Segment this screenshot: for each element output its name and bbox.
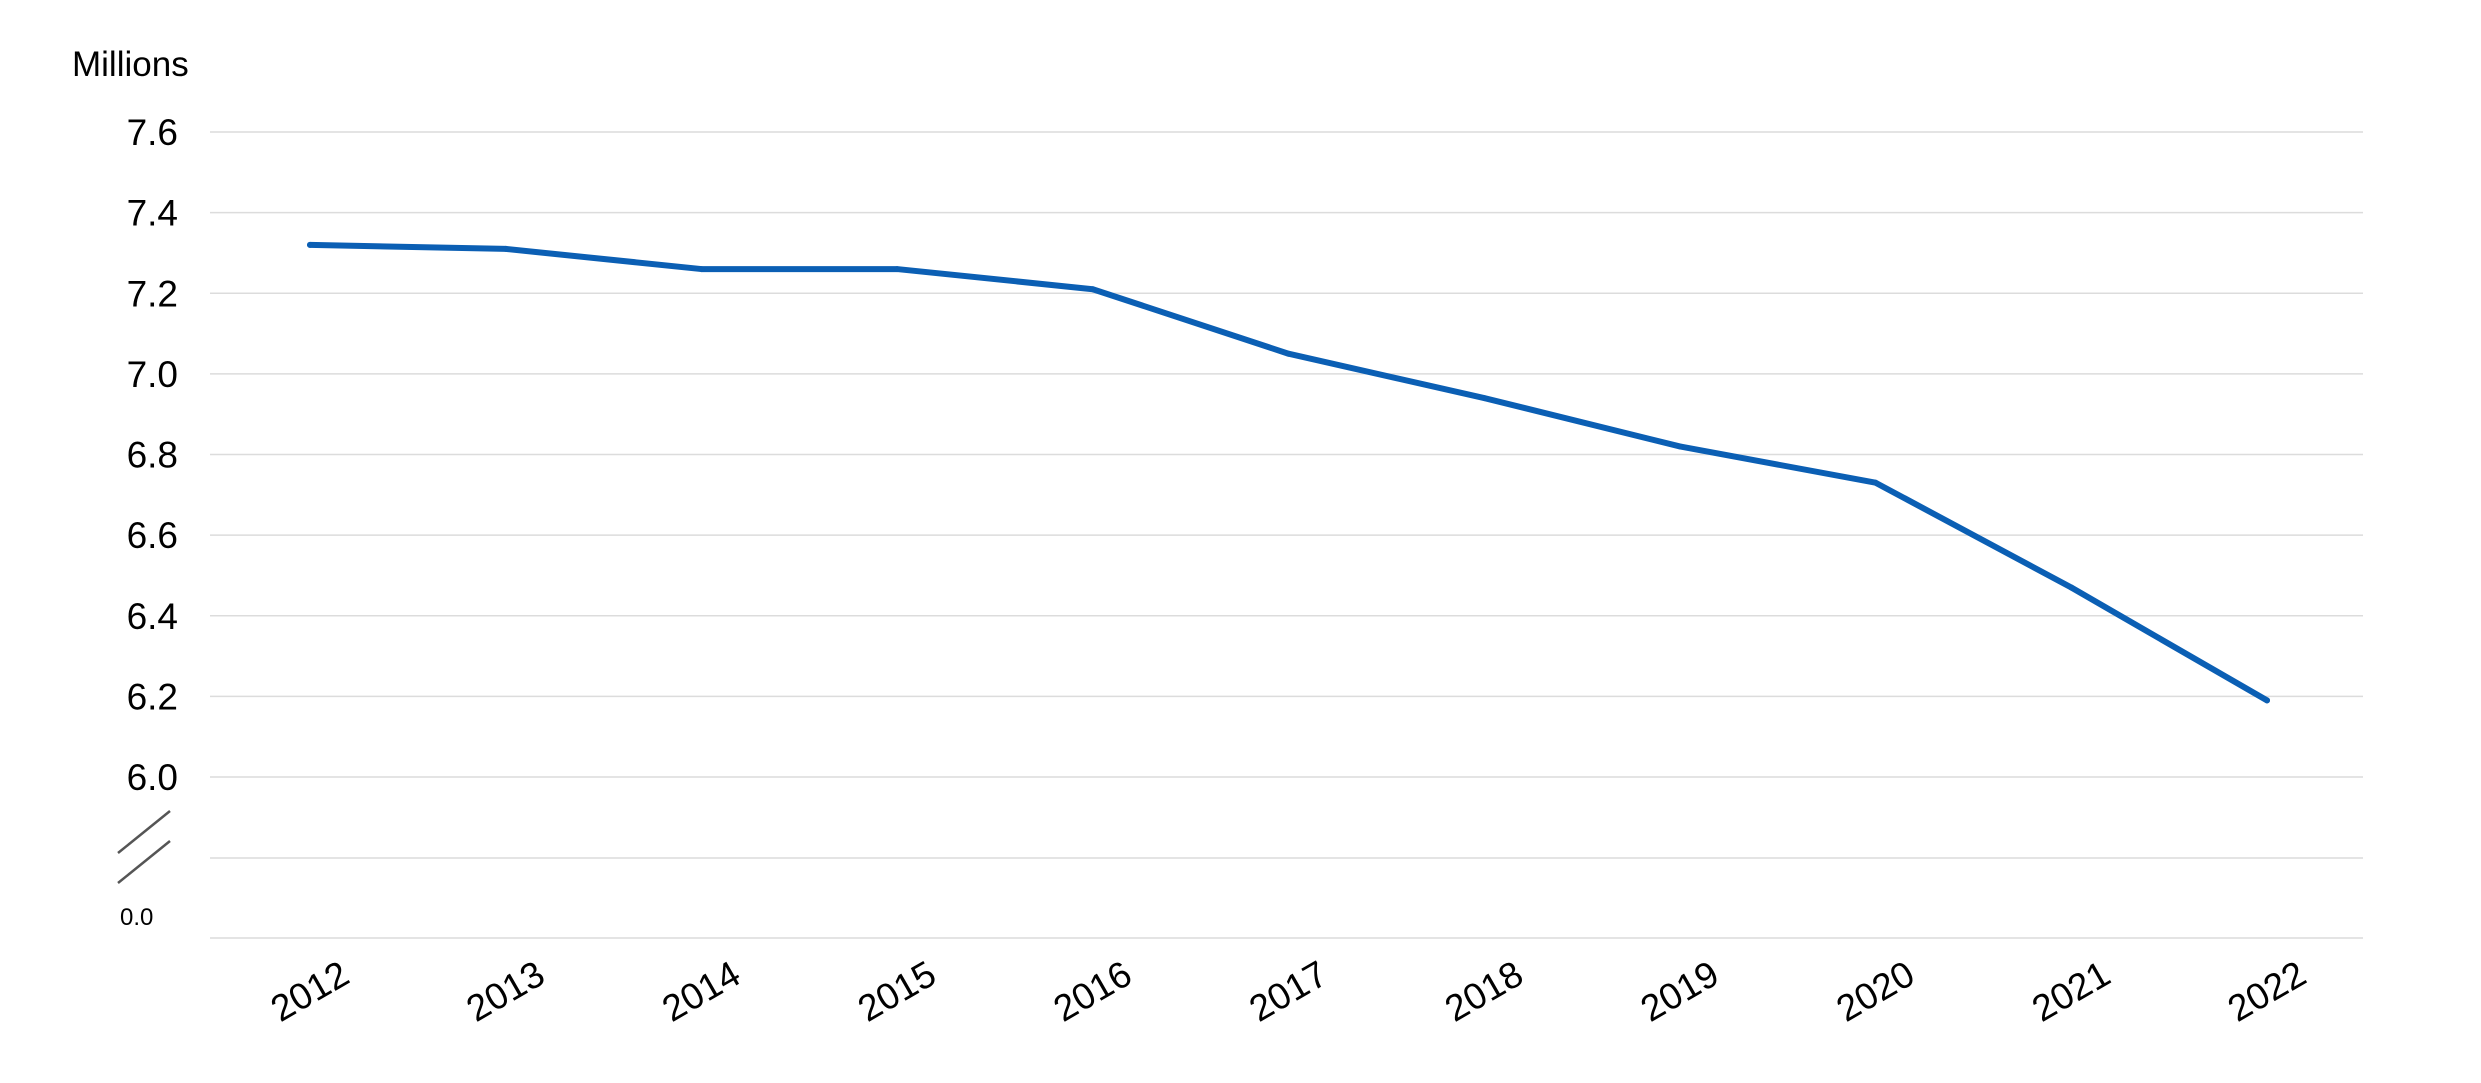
- data-point: [2264, 697, 2270, 704]
- data-point: [1285, 350, 1292, 357]
- data-point: [307, 241, 313, 248]
- x-tick-label: 2016: [1047, 953, 1139, 1030]
- axis-break-mark: [117, 810, 171, 884]
- x-tick-label: 2019: [1634, 953, 1726, 1030]
- y-tick-label: 7.0: [127, 354, 178, 395]
- y-tick-label: 7.6: [127, 112, 178, 153]
- x-tick-label: 2012: [264, 953, 356, 1030]
- series-layer: [307, 241, 2270, 704]
- axis-break-stroke: [117, 810, 171, 854]
- y-axis-tick-labels: 7.6 7.4 7.2 7.0 6.8 6.6 6.4 6.2 6.0: [127, 112, 178, 798]
- x-tick-label: 2015: [851, 953, 943, 1030]
- data-point: [894, 266, 901, 273]
- x-tick-label: 2018: [1438, 953, 1530, 1030]
- x-axis-tick-labels: 2012 2013 2014 2015 2016 2017 2018 2019 2020 2021…: [264, 953, 2313, 1030]
- x-tick-label: 2020: [1829, 953, 1921, 1030]
- x-tick-label: 2013: [460, 953, 552, 1030]
- data-point: [1676, 443, 1683, 450]
- y-tick-label: 7.2: [127, 273, 178, 314]
- y-tick-label: 6.8: [127, 435, 178, 476]
- series-line: [307, 241, 2270, 704]
- gridlines: [210, 131, 2363, 939]
- data-point: [698, 266, 705, 273]
- x-tick-label: 2021: [2025, 953, 2117, 1030]
- x-tick-label: 2014: [655, 953, 747, 1030]
- data-point: [2068, 584, 2075, 591]
- y-tick-label: 7.4: [127, 193, 178, 234]
- y-tick-label: 6.6: [127, 515, 178, 556]
- y-tick-label: 6.4: [127, 596, 178, 637]
- data-point: [1089, 286, 1096, 293]
- x-tick-label: 2022: [2221, 953, 2313, 1030]
- data-point: [502, 245, 509, 252]
- y-tick-label: 6.2: [127, 676, 178, 717]
- axis-break-stroke: [117, 840, 171, 884]
- y-axis-units-label: Millions: [72, 45, 189, 84]
- y-tick-label: 6.0: [127, 757, 178, 798]
- data-point: [1872, 479, 1879, 486]
- y-zero-tick-label: 0.0: [120, 904, 153, 931]
- x-tick-label: 2017: [1242, 953, 1334, 1030]
- data-point: [1481, 395, 1488, 402]
